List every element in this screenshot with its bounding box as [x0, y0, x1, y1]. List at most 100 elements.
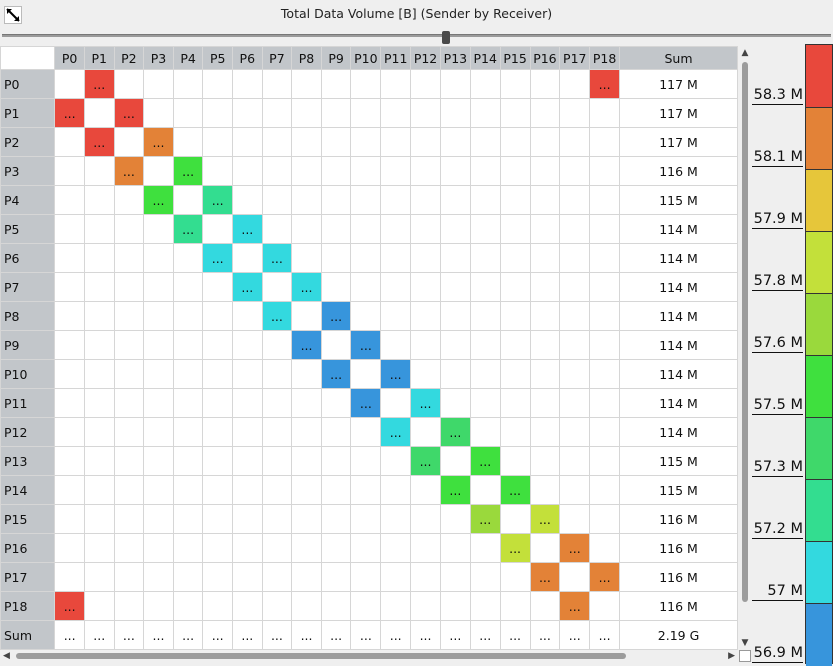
matrix-cell-empty[interactable] [499, 272, 531, 302]
matrix-cell-empty[interactable] [589, 533, 621, 563]
matrix-cell-empty[interactable] [350, 185, 382, 215]
matrix-cell-empty[interactable] [113, 272, 145, 302]
matrix-cell-empty[interactable] [172, 446, 204, 476]
matrix-cell-empty[interactable] [172, 388, 204, 418]
matrix-cell-empty[interactable] [320, 591, 352, 621]
matrix-cell-empty[interactable] [261, 504, 293, 534]
matrix-cell-empty[interactable] [291, 185, 322, 215]
matrix-cell-empty[interactable] [54, 388, 85, 418]
matrix-cell-empty[interactable] [499, 417, 531, 447]
matrix-cell-empty[interactable] [499, 591, 531, 621]
matrix-cell-empty[interactable] [559, 127, 591, 157]
matrix-cell-empty[interactable] [350, 214, 382, 244]
matrix-cell-empty[interactable] [232, 98, 263, 128]
matrix-cell-filled[interactable]: ... [559, 591, 591, 621]
matrix-cell-empty[interactable] [232, 475, 263, 505]
matrix-cell-empty[interactable] [529, 591, 561, 621]
column-header[interactable]: P17 [559, 46, 591, 70]
slider-handle[interactable] [442, 31, 450, 44]
matrix-cell-empty[interactable] [410, 562, 441, 592]
matrix-cell-empty[interactable] [202, 562, 233, 592]
matrix-cell-empty[interactable] [469, 417, 501, 447]
matrix-cell-empty[interactable] [291, 98, 322, 128]
matrix-cell-empty[interactable] [559, 417, 591, 447]
matrix-cell-filled[interactable]: ... [589, 69, 621, 99]
matrix-cell-filled[interactable]: ... [172, 214, 204, 244]
matrix-cell-empty[interactable] [232, 127, 263, 157]
matrix-cell-empty[interactable] [261, 417, 293, 447]
matrix-cell-empty[interactable] [172, 185, 204, 215]
matrix-cell-empty[interactable] [529, 214, 561, 244]
matrix-cell-empty[interactable] [380, 272, 412, 302]
matrix-cell-empty[interactable] [350, 301, 382, 331]
matrix-cell-empty[interactable] [380, 98, 412, 128]
matrix-cell-empty[interactable] [350, 533, 382, 563]
matrix-cell-empty[interactable] [261, 533, 293, 563]
row-header[interactable]: P14 [0, 475, 56, 505]
scroll-left-icon[interactable]: ◀ [3, 651, 10, 661]
matrix-cell-empty[interactable] [232, 69, 263, 99]
matrix-cell-empty[interactable] [410, 475, 441, 505]
matrix-cell-empty[interactable] [529, 69, 561, 99]
matrix-cell-empty[interactable] [439, 533, 471, 563]
matrix-cell-empty[interactable] [589, 272, 621, 302]
matrix-cell-empty[interactable] [410, 359, 441, 389]
matrix-cell-empty[interactable] [350, 98, 382, 128]
matrix-cell-empty[interactable] [113, 243, 145, 273]
matrix-cell-empty[interactable] [410, 417, 441, 447]
matrix-cell-empty[interactable] [232, 562, 263, 592]
matrix-cell-empty[interactable] [291, 591, 322, 621]
matrix-cell-empty[interactable] [83, 388, 115, 418]
matrix-cell-filled[interactable]: ... [410, 446, 441, 476]
vertical-scroll-thumb[interactable] [742, 62, 748, 602]
matrix-cell-empty[interactable] [320, 330, 352, 360]
matrix-cell-empty[interactable] [172, 417, 204, 447]
matrix-cell-empty[interactable] [499, 388, 531, 418]
matrix-cell-filled[interactable]: ... [113, 156, 145, 186]
matrix-cell-filled[interactable]: ... [589, 562, 621, 592]
matrix-cell-empty[interactable] [439, 214, 471, 244]
matrix-cell-empty[interactable] [113, 533, 145, 563]
matrix-cell-empty[interactable] [559, 98, 591, 128]
matrix-cell-empty[interactable] [291, 504, 322, 534]
matrix-cell-empty[interactable] [54, 272, 85, 302]
matrix-cell-empty[interactable] [54, 475, 85, 505]
matrix-cell-empty[interactable] [439, 562, 471, 592]
matrix-cell-empty[interactable] [439, 388, 471, 418]
matrix-cell-empty[interactable] [83, 243, 115, 273]
matrix-cell-empty[interactable] [350, 272, 382, 302]
matrix-cell-empty[interactable] [54, 417, 85, 447]
matrix-cell-empty[interactable] [320, 533, 352, 563]
matrix-cell-empty[interactable] [291, 446, 322, 476]
matrix-cell-empty[interactable] [410, 69, 441, 99]
matrix-cell-empty[interactable] [499, 69, 531, 99]
matrix-cell-filled[interactable]: ... [143, 185, 174, 215]
matrix-cell-empty[interactable] [529, 533, 561, 563]
matrix-cell-filled[interactable]: ... [172, 156, 204, 186]
matrix-cell-empty[interactable] [589, 591, 621, 621]
matrix-cell-empty[interactable] [350, 156, 382, 186]
matrix-cell-empty[interactable] [202, 591, 233, 621]
matrix-cell-empty[interactable] [439, 127, 471, 157]
matrix-cell-empty[interactable] [291, 388, 322, 418]
matrix-cell-empty[interactable] [113, 446, 145, 476]
column-header[interactable]: P3 [143, 46, 174, 70]
matrix-cell-empty[interactable] [469, 533, 501, 563]
matrix-cell-empty[interactable] [113, 127, 145, 157]
matrix-cell-filled[interactable]: ... [261, 243, 293, 273]
matrix-cell-empty[interactable] [83, 185, 115, 215]
column-header[interactable]: P15 [499, 46, 531, 70]
matrix-cell-empty[interactable] [350, 417, 382, 447]
matrix-cell-empty[interactable] [380, 156, 412, 186]
matrix-cell-empty[interactable] [143, 446, 174, 476]
matrix-cell-empty[interactable] [350, 127, 382, 157]
matrix-cell-empty[interactable] [291, 475, 322, 505]
matrix-cell-empty[interactable] [83, 272, 115, 302]
matrix-cell-filled[interactable]: ... [350, 330, 382, 360]
matrix-cell-empty[interactable] [143, 533, 174, 563]
vertical-scrollbar[interactable]: ▲ ▼ [739, 46, 751, 650]
matrix-cell-empty[interactable] [499, 243, 531, 273]
matrix-cell-empty[interactable] [439, 359, 471, 389]
horizontal-scroll-thumb[interactable] [16, 653, 626, 659]
matrix-cell-empty[interactable] [469, 98, 501, 128]
